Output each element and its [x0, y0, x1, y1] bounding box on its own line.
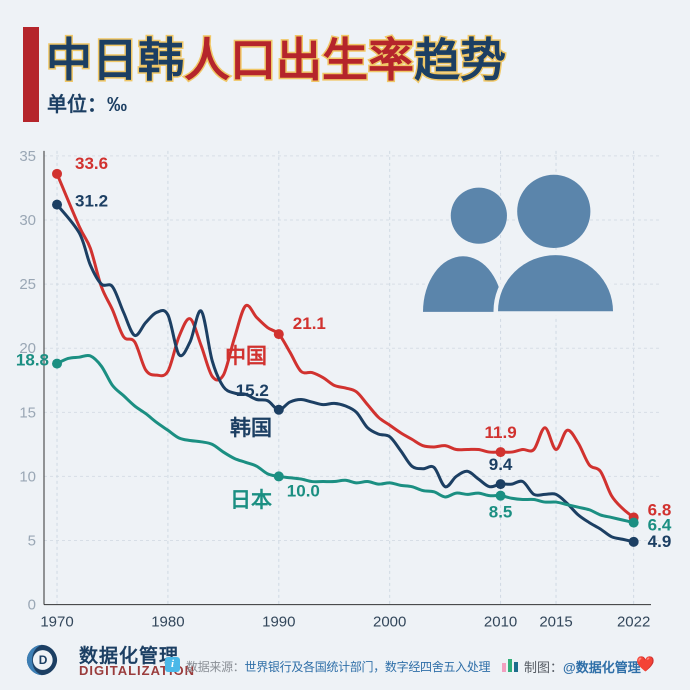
svg-text:D: D	[39, 653, 48, 667]
